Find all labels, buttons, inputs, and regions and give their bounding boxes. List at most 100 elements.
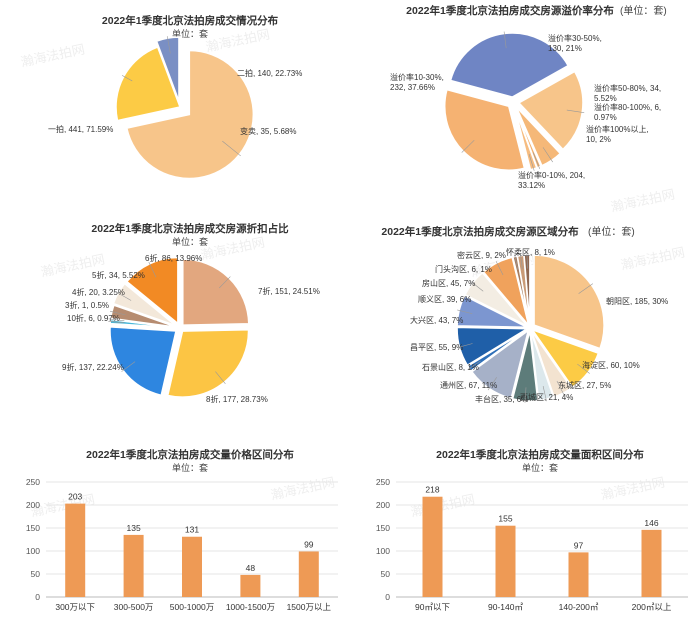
leader-line (148, 261, 157, 278)
y-tick-label: 100 (376, 546, 390, 556)
bar-value-label: 203 (68, 492, 82, 502)
bar-value-label: 135 (127, 523, 141, 533)
bar-1 (495, 525, 516, 597)
leader-line (532, 152, 541, 169)
bar-value-label: 218 (425, 485, 439, 495)
pie-slice-8-1 (166, 328, 250, 398)
y-tick-label: 200 (376, 500, 390, 510)
y-tick-label: 50 (31, 569, 41, 579)
leader-line (495, 261, 504, 276)
leader-line (222, 140, 241, 157)
chart-subtitle: 单位：套 (172, 28, 208, 39)
leader-line (487, 377, 497, 391)
leader-line (108, 318, 125, 322)
leader-line (524, 387, 527, 403)
y-tick-label: 100 (26, 546, 40, 556)
bar-0 (422, 496, 443, 597)
slice-label: 海淀区, 60, 10% (582, 360, 640, 370)
leader-line (514, 254, 519, 270)
slice-label: 溢价率0-10%, 204, 33.12% (518, 170, 585, 190)
leader-line (457, 343, 473, 348)
x-tick-label: 300-500万 (114, 602, 154, 612)
slice-label: 密云区, 9, 2% (457, 250, 506, 260)
slice-label: 房山区, 45, 7% (422, 278, 475, 288)
bar-value-label: 131 (185, 525, 199, 535)
slice-label: 通州区, 67, 11% (440, 380, 497, 390)
bar-value-label: 146 (644, 518, 658, 528)
slice-label: 3折, 1, 0.5% (65, 300, 109, 310)
slice-label: 9折, 137, 22.24% (62, 362, 124, 372)
leader-line (470, 281, 484, 292)
leader-line (528, 153, 535, 171)
pie-slice-7-0 (182, 258, 250, 326)
chart-subtitle: 单位：套 (172, 462, 208, 473)
bar-3 (240, 574, 261, 597)
chart-subtitle: (单位：套) (620, 4, 667, 17)
slice-label: 8折, 177, 28.73% (206, 394, 268, 404)
bar-3 (641, 529, 662, 597)
chart-subtitle: 单位：套 (172, 236, 208, 247)
chart-title: 2022年1季度北京法拍房成交房源溢价率分布 (406, 4, 614, 17)
leader-line (577, 363, 590, 374)
slice-label: 西城区, 21, 4% (520, 393, 573, 402)
chart-subtitle: 单位：套 (522, 462, 558, 473)
leader-line (542, 147, 553, 163)
y-tick-label: 0 (35, 592, 40, 602)
bar-value-label: 99 (304, 539, 314, 549)
y-tick-label: 250 (26, 477, 40, 487)
x-tick-label: 500-1000万 (170, 602, 214, 612)
leader-line (526, 253, 528, 269)
chart-title: 2022年1季度北京法拍房成交情况分布 (102, 14, 279, 27)
slice-label: 二拍, 140, 22.73% (237, 68, 302, 78)
leader-line (109, 310, 126, 316)
pie-slice-9-2 (109, 326, 177, 397)
slice-label: 顺义区, 39, 6% (418, 295, 471, 304)
leader-line (116, 291, 132, 301)
slice-label: 石景山区, 8, 1% (422, 362, 479, 372)
leader-line (542, 385, 547, 402)
district-pie-chart: 2022年1季度北京法拍房成交房源区域分布 (单位：套) 朝阳区, 185, 3… (381, 225, 668, 404)
leader-line (556, 380, 565, 395)
slice-label: 6折, 86, 13.96% (145, 253, 202, 263)
chart-title: 2022年1季度北京法拍房成交量面积区间分布 (436, 448, 644, 461)
slice-label: 门头沟区, 6, 1% (435, 264, 492, 274)
slice-label: 10折, 6, 0.97% (67, 313, 120, 323)
slice-label: 变卖, 35, 5.68% (240, 126, 296, 136)
chart-title: 2022年1季度北京法拍房成交房源区域分布 (381, 225, 579, 238)
y-tick-label: 0 (385, 592, 390, 602)
price-range-bar-chart: 2022年1季度北京法拍房成交量价格区间分布 单位：套 0 50 100 150 200… (26, 448, 338, 612)
slice-label: 7折, 151, 24.51% (258, 286, 320, 296)
leader-line (578, 283, 594, 294)
area-range-bar-chart: 2022年1季度北京法拍房成交量面积区间分布 单位：套 0 50 100 150 200… (376, 448, 688, 612)
bar-value-label: 97 (574, 540, 584, 550)
bar-2 (182, 536, 202, 597)
leader-line (467, 360, 481, 370)
x-tick-label: 90㎡以下 (415, 602, 450, 612)
slice-label: 一拍, 441, 71.59% (48, 124, 113, 134)
chart-title: 2022年1季度北京法拍房成交量价格区间分布 (86, 448, 294, 461)
leader-line (566, 109, 585, 114)
slice-label: 溢价率50-80%, 34, 5.52% (594, 83, 661, 103)
slice-label: 5折, 34, 5.52% (92, 270, 145, 280)
slice-label: 溢价率80-100%, 6, 0.97% (594, 102, 661, 122)
slice-label: 怀柔区, 8, 1% (506, 247, 555, 257)
slice-label: 丰台区, 35, 6% (475, 394, 528, 404)
y-tick-label: 150 (376, 523, 390, 533)
leader-line (461, 139, 475, 153)
chart-title: 2022年1季度北京法拍房成交房源折扣占比 (91, 222, 289, 235)
slice-label: 朝阳区, 185, 30% (606, 297, 668, 306)
auction-round-pie-chart: 2022年1季度北京法拍房成交情况分布 单位：套 一拍, 441, 71.59%… (48, 14, 302, 180)
y-tick-label: 50 (381, 569, 391, 579)
slice-label: 东城区, 27, 5% (558, 380, 611, 390)
leader-line (219, 276, 231, 289)
leader-line (121, 361, 136, 372)
slice-label: 4折, 20, 3.25% (72, 287, 125, 297)
leader-line (520, 253, 523, 270)
bar-value-label: 48 (246, 563, 256, 573)
x-tick-label: 300万以下 (55, 602, 95, 612)
y-tick-label: 150 (26, 523, 40, 533)
leader-line (215, 371, 226, 385)
leader-line (457, 309, 473, 314)
slice-label: 大兴区, 43, 7% (410, 315, 463, 325)
bar-4 (298, 551, 319, 597)
